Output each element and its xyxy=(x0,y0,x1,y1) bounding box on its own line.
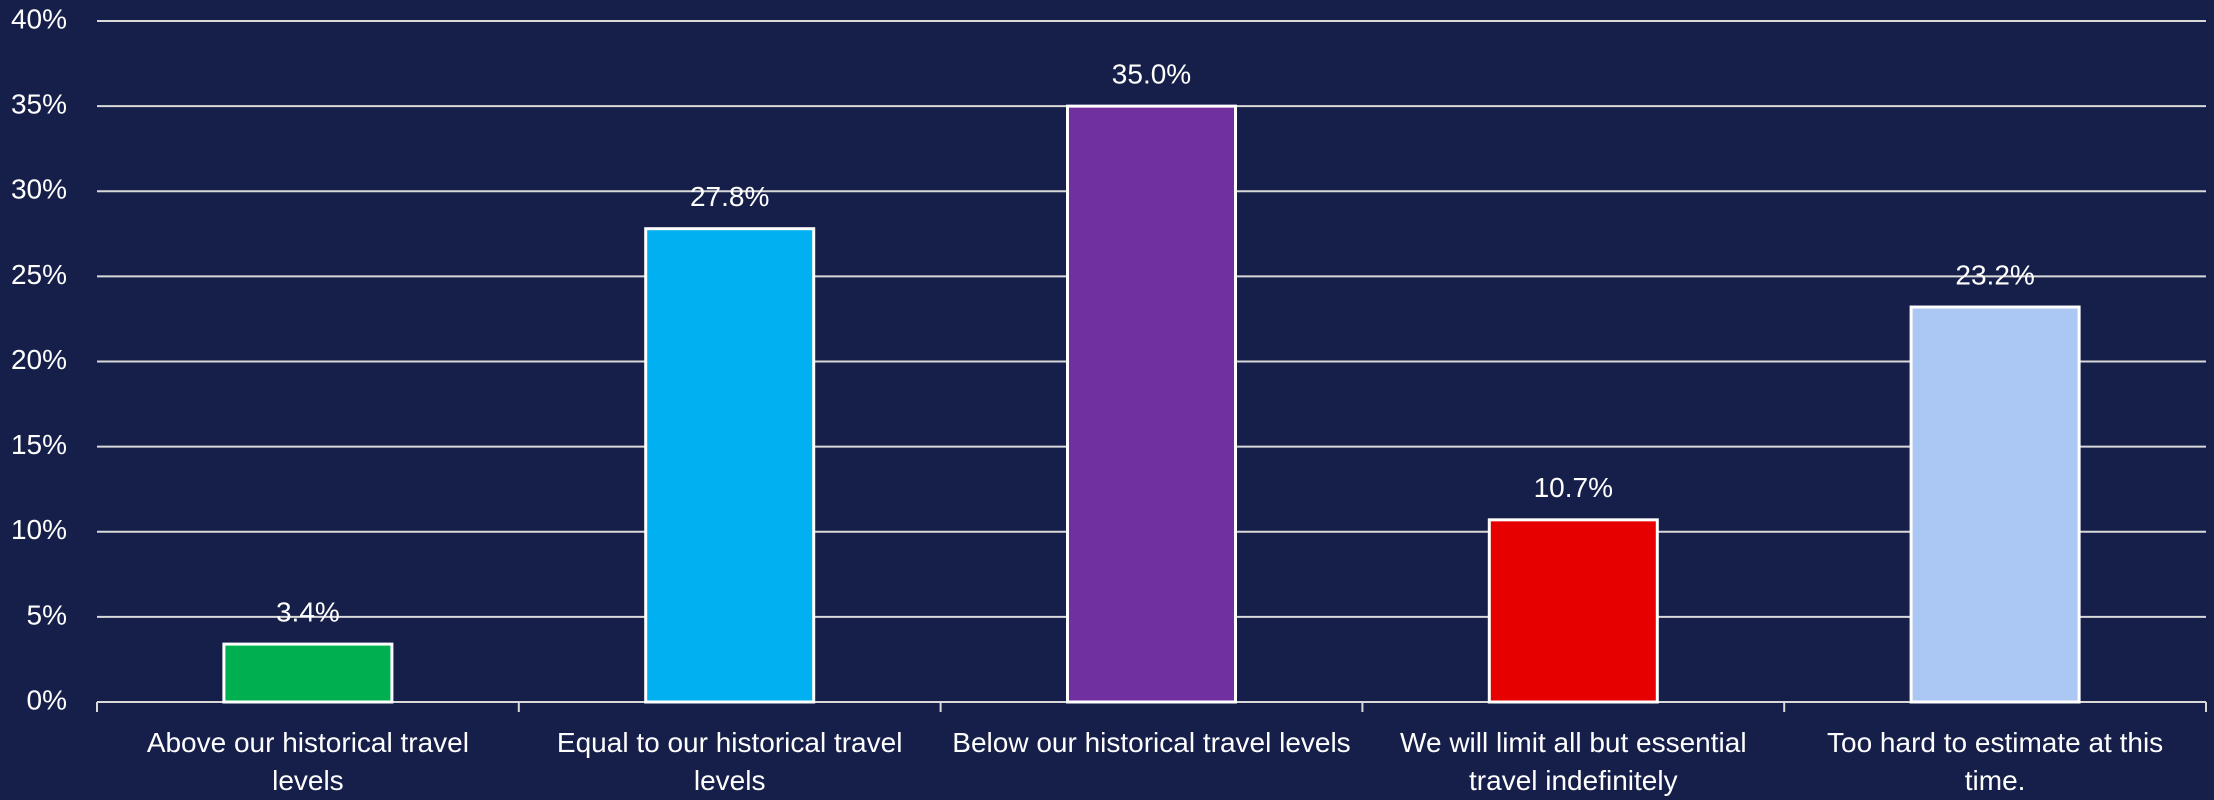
y-tick-label: 35% xyxy=(11,89,67,120)
y-tick-label: 30% xyxy=(11,174,67,205)
value-label: 35.0% xyxy=(1112,59,1191,90)
bar xyxy=(1066,104,1237,704)
y-tick-label: 20% xyxy=(11,344,67,375)
x-tick-label: Too hard to estimate at this time. xyxy=(1827,727,2164,796)
y-tick-label: 5% xyxy=(27,599,67,630)
value-label: 27.8% xyxy=(690,181,769,212)
bar xyxy=(222,642,394,704)
bar xyxy=(1909,305,2081,704)
value-label: 23.2% xyxy=(1955,259,2034,290)
x-tick-label: We will limit all but essential travel i… xyxy=(1400,727,1747,796)
bar xyxy=(644,227,816,704)
value-label: 10.7% xyxy=(1534,472,1613,503)
y-tick-label: 10% xyxy=(11,514,67,545)
x-tick-label: Above our historical travel levels xyxy=(146,727,469,796)
y-tick-label: 25% xyxy=(11,259,67,290)
value-label: 3.4% xyxy=(276,597,340,628)
x-tick-label: Equal to our historical travel levels xyxy=(556,727,903,796)
x-tick-label: Below our historical travel levels xyxy=(952,727,1351,758)
bar xyxy=(1487,518,1659,704)
y-tick-label: 40% xyxy=(11,3,67,34)
y-tick-label: 0% xyxy=(27,684,67,715)
y-tick-label: 15% xyxy=(11,429,67,460)
